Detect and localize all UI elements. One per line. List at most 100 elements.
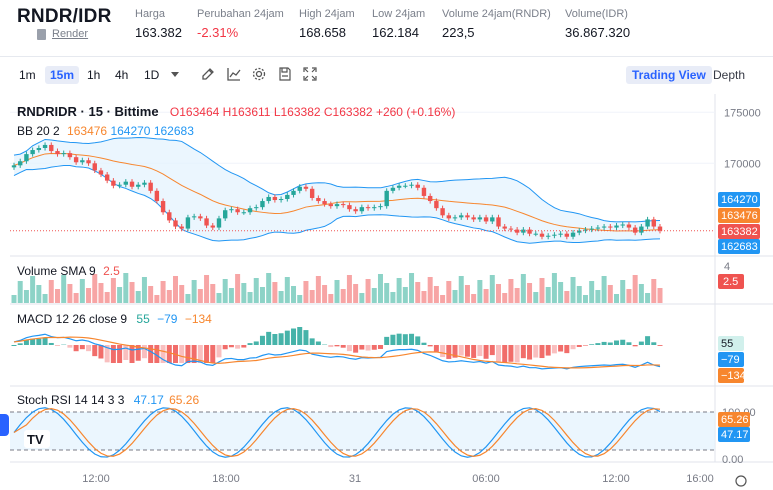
candle-body — [440, 208, 445, 216]
macd-histogram-bar — [160, 345, 166, 363]
macd-histogram-bar — [452, 345, 458, 358]
macd-histogram-bar — [17, 343, 23, 345]
candle-body — [384, 190, 389, 207]
macd-histogram-bar — [259, 335, 265, 345]
candle-body — [278, 199, 284, 201]
stoch-tick-bottom: 0.00 — [722, 454, 743, 466]
macd-tag-hist: 55 — [721, 338, 733, 350]
volume-bar — [353, 284, 359, 303]
macd-histogram-bar — [117, 345, 123, 363]
macd-tag-macd: −79 — [721, 354, 740, 366]
candle-body — [365, 207, 371, 209]
candle-body — [179, 226, 184, 229]
time-tick-label: 31 — [349, 473, 361, 485]
volume-bar — [54, 289, 60, 303]
candle-body — [490, 217, 495, 222]
macd-histogram-bar — [582, 345, 588, 346]
stat-volume-rndr: Volume 24jam(RNDR) 223,5 — [442, 8, 551, 40]
volume-bar — [117, 287, 123, 303]
chevron-down-icon[interactable] — [167, 66, 183, 82]
timeframe-15m[interactable]: 15m — [45, 66, 80, 84]
macd-tag-signal: −134 — [721, 370, 746, 382]
candle-body — [142, 182, 147, 185]
volume-bar — [346, 275, 352, 303]
macd-histogram-bar — [135, 345, 141, 361]
volume-bar — [17, 281, 23, 303]
volume-bar — [253, 278, 259, 303]
side-collapse-tab[interactable] — [0, 414, 9, 436]
render-link[interactable]: Render — [52, 28, 89, 40]
fullscreen-icon[interactable] — [302, 66, 318, 82]
macd-histogram-bar — [433, 345, 439, 352]
bollinger-fill — [14, 137, 660, 244]
draw-icon[interactable] — [200, 66, 216, 82]
line-chart-icon[interactable] — [226, 66, 242, 82]
volume-bar — [23, 290, 29, 303]
volume-bar — [148, 286, 154, 303]
macd-histogram-bar — [79, 345, 85, 350]
macd-histogram-bar — [614, 340, 620, 345]
candle-body — [229, 209, 234, 211]
volume-bar — [651, 279, 657, 303]
trading-view-tab[interactable]: Trading View — [626, 66, 712, 84]
candle-body — [254, 207, 259, 209]
volume-bar — [502, 293, 508, 303]
macd-histogram-bar — [235, 345, 241, 349]
macd-histogram-bar — [638, 341, 644, 345]
candle-body — [86, 160, 91, 164]
depth-tab[interactable]: Depth — [713, 68, 746, 82]
volume-legend: Volume SMA 9 2.5 — [17, 264, 120, 278]
timeframe-1m[interactable]: 1m — [19, 68, 36, 82]
macd-histogram-bar — [185, 345, 191, 363]
save-icon[interactable] — [277, 66, 293, 82]
timeframe-1h[interactable]: 1h — [87, 68, 101, 82]
volume-bar — [496, 284, 501, 303]
candle-body — [322, 201, 327, 205]
macd-histogram-bar — [645, 336, 651, 345]
macd-histogram-bar — [284, 330, 290, 345]
candle-body — [626, 224, 632, 228]
candle-body — [198, 216, 203, 219]
candle-body — [55, 151, 60, 155]
volume-bar — [570, 277, 576, 303]
volume-bar — [315, 276, 321, 303]
volume-bar — [601, 276, 607, 303]
candle-body — [129, 181, 135, 187]
volume-bar — [365, 279, 371, 303]
stat-volume-idr: Volume(IDR) 36.867.320 — [565, 8, 631, 40]
volume-bar — [645, 293, 651, 303]
volume-bar — [210, 284, 216, 303]
stoch-tag-k-bg — [718, 427, 750, 442]
volume-bar — [371, 288, 377, 303]
volume-bar — [539, 278, 545, 303]
candle-body — [564, 233, 570, 237]
volume-bar — [235, 274, 241, 303]
volume-bar — [30, 276, 36, 303]
volume-bar — [259, 287, 265, 303]
volume-bar — [626, 289, 632, 303]
macd-histogram-bar — [86, 345, 92, 352]
volume-bar — [421, 291, 427, 303]
timeframe-4h[interactable]: 4h — [115, 68, 129, 82]
candle-body — [204, 218, 209, 226]
bb-legend: BB 20 2 163476 164270 162683 — [17, 124, 194, 138]
bb-upper-value: 164270 — [110, 124, 151, 138]
price-chart[interactable]: 17500017000016427016347616338216268342.5… — [0, 92, 773, 490]
macd-histogram-bar — [346, 345, 352, 352]
macd-histogram-bar — [384, 336, 390, 345]
candle-body — [459, 215, 464, 218]
volume-bar — [632, 275, 638, 303]
macd-histogram-bar — [502, 345, 508, 363]
candle-body — [651, 219, 656, 227]
stoch-tag-k: 47.17 — [721, 429, 749, 441]
timeframe-1d[interactable]: 1D — [144, 68, 160, 82]
volume-bar — [110, 278, 116, 303]
candle-body — [558, 233, 563, 235]
volume-bar — [483, 289, 489, 303]
tag-bb-lower-bg — [718, 239, 760, 254]
settings-icon[interactable] — [251, 66, 267, 82]
macd-histogram-bar — [595, 343, 601, 345]
volume-bar — [464, 285, 470, 303]
macd-histogram-bar — [446, 345, 452, 359]
macd-histogram-bar — [464, 345, 470, 357]
